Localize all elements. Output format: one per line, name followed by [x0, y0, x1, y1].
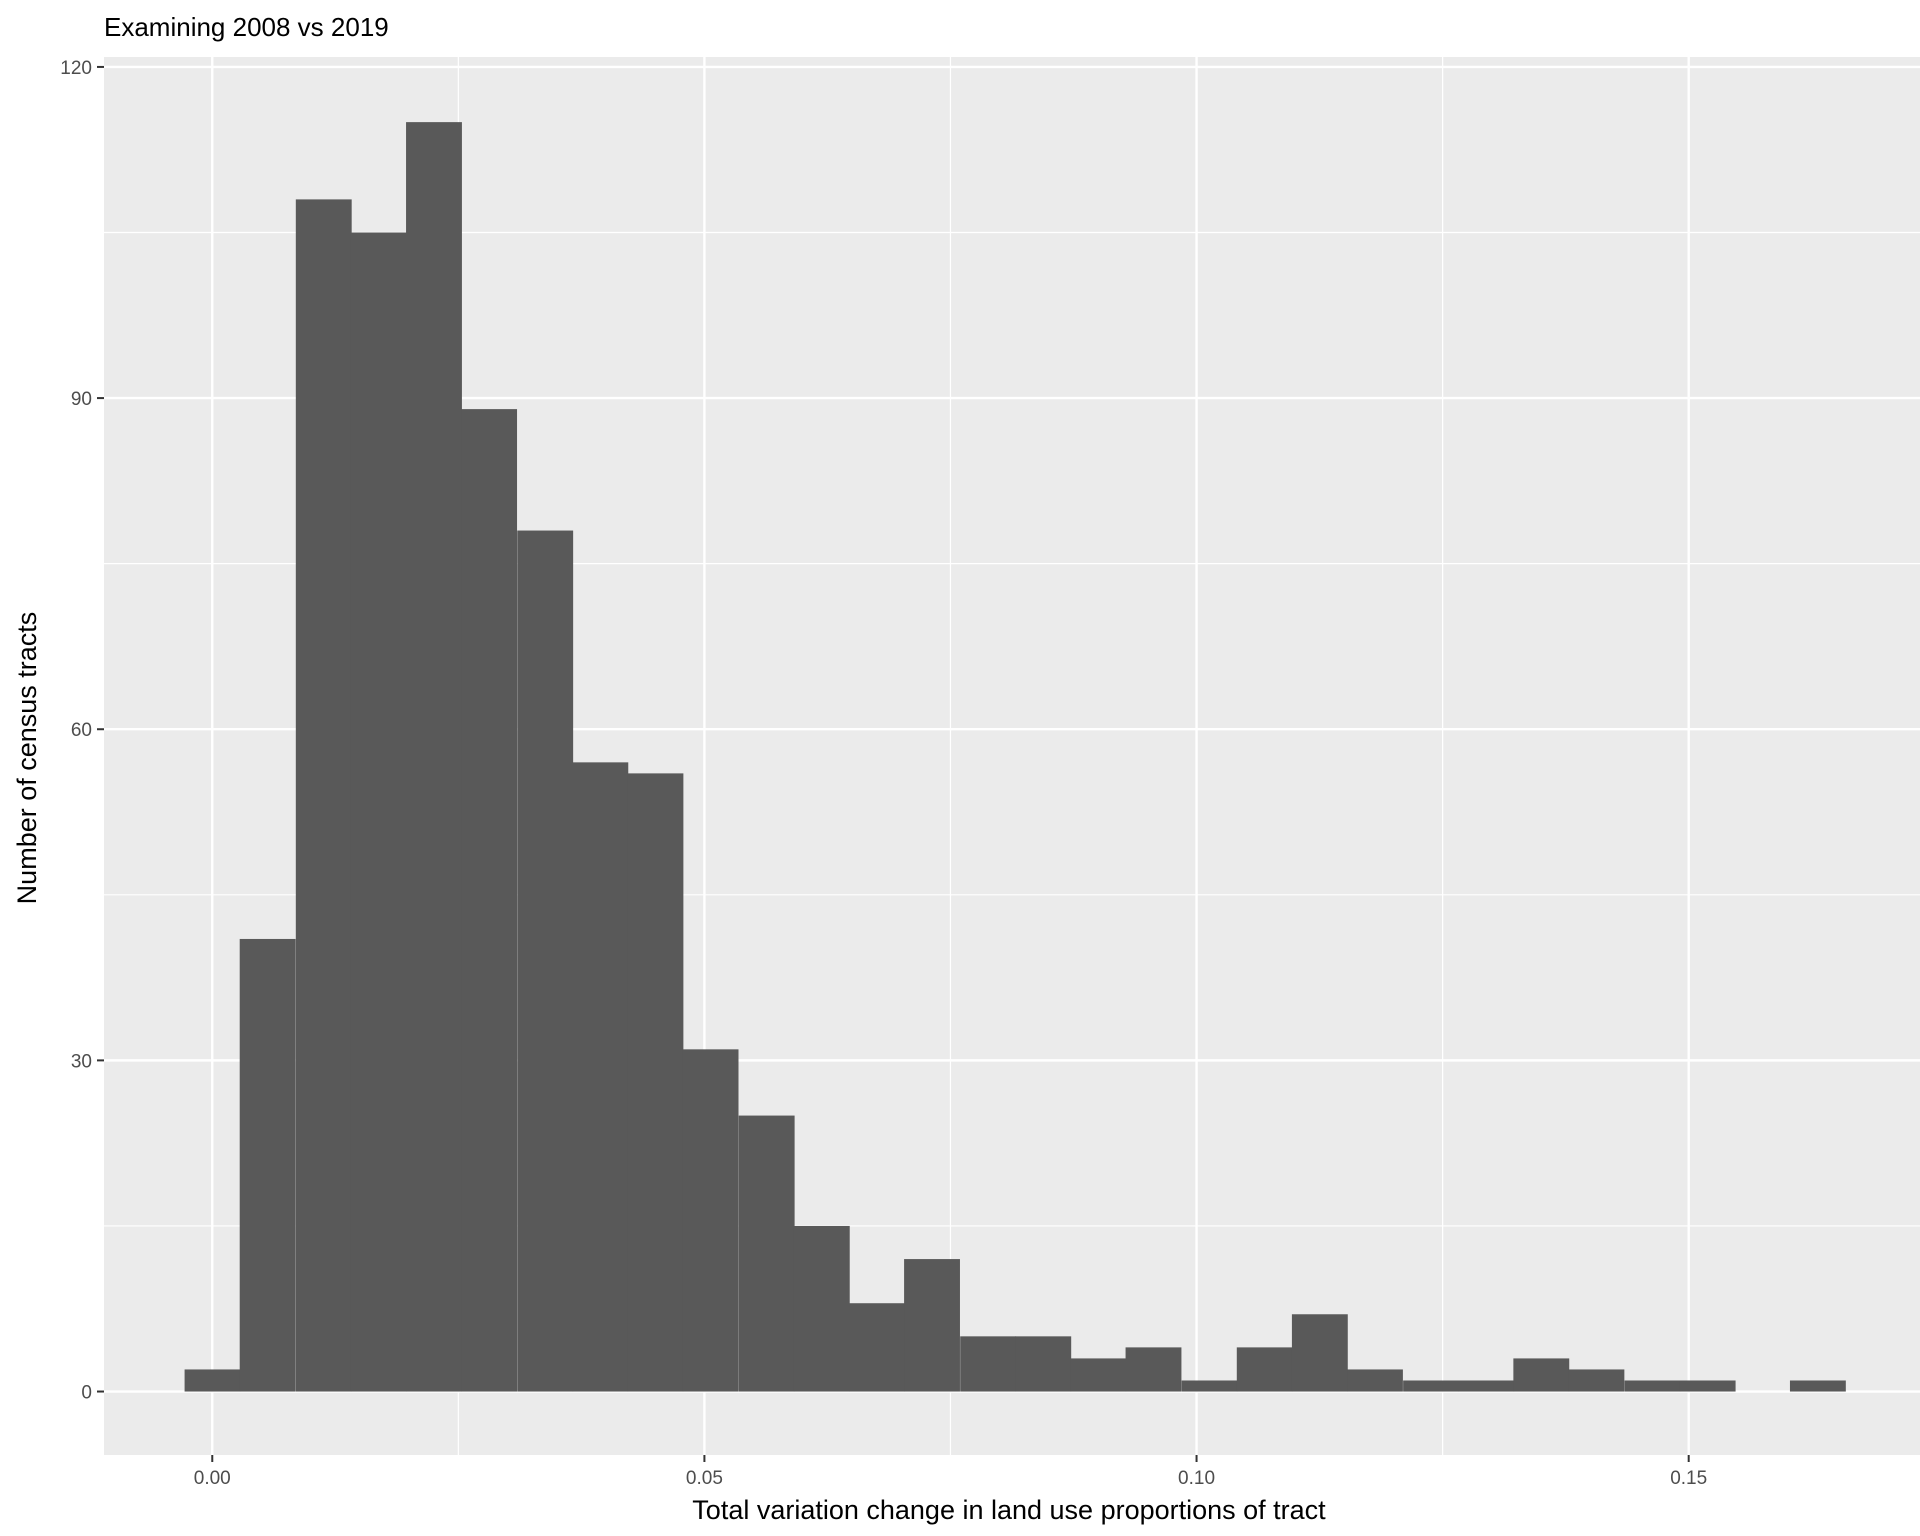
histogram-bar [627, 773, 684, 1392]
histogram-bar [738, 1115, 795, 1392]
x-tick-label: 0.10 [1178, 1468, 1215, 1489]
y-axis: 0 30 60 90 120 [60, 58, 104, 1404]
major-gridlines [104, 57, 1920, 1455]
y-tick-label: 120 [60, 58, 92, 79]
histogram-bar [793, 1225, 850, 1392]
histogram-bar [1291, 1314, 1348, 1392]
histogram-bar [517, 530, 574, 1392]
histogram-bar [1125, 1347, 1182, 1392]
histogram-bar [295, 199, 352, 1392]
histogram-bar [682, 1049, 739, 1392]
histogram-bar [848, 1303, 905, 1392]
x-tick-label: 0.15 [1670, 1468, 1707, 1489]
histogram-bar [406, 122, 462, 1392]
x-axis: 0.00 0.05 0.10 0.15 [194, 1455, 1707, 1489]
y-tick-label: 0 [81, 1383, 92, 1404]
x-axis-title: Total variation change in land use propo… [692, 1495, 1326, 1525]
histogram-bar [1679, 1380, 1736, 1392]
histogram-bar [1070, 1358, 1127, 1392]
histogram-bar [350, 232, 407, 1392]
histogram-bar [904, 1259, 960, 1392]
histogram-bar [461, 409, 518, 1392]
y-tick-label: 30 [71, 1051, 92, 1072]
histogram-bar [1624, 1380, 1681, 1392]
histogram-bar [1347, 1369, 1403, 1392]
histogram-bar [184, 1369, 241, 1392]
y-axis-title: Number of census tracts [12, 612, 42, 905]
chart-title: Examining 2008 vs 2019 [104, 12, 389, 42]
histogram-bar [1181, 1380, 1238, 1392]
histogram-bar [239, 938, 296, 1392]
histogram-bar [1513, 1358, 1570, 1392]
histogram-bar [1015, 1336, 1072, 1392]
histogram-bar [1568, 1369, 1625, 1392]
y-tick-label: 90 [71, 389, 92, 410]
histogram-bar [960, 1336, 1017, 1392]
histogram-bar [1403, 1380, 1459, 1392]
histogram-bar [1789, 1380, 1846, 1392]
x-tick-label: 0.00 [194, 1468, 231, 1489]
x-tick-label: 0.05 [686, 1468, 723, 1489]
histogram-bar [1458, 1380, 1515, 1392]
histogram-bar [1236, 1347, 1293, 1392]
histogram-bars [184, 122, 1846, 1392]
y-tick-label: 60 [71, 720, 92, 741]
histogram-bar [572, 762, 629, 1392]
